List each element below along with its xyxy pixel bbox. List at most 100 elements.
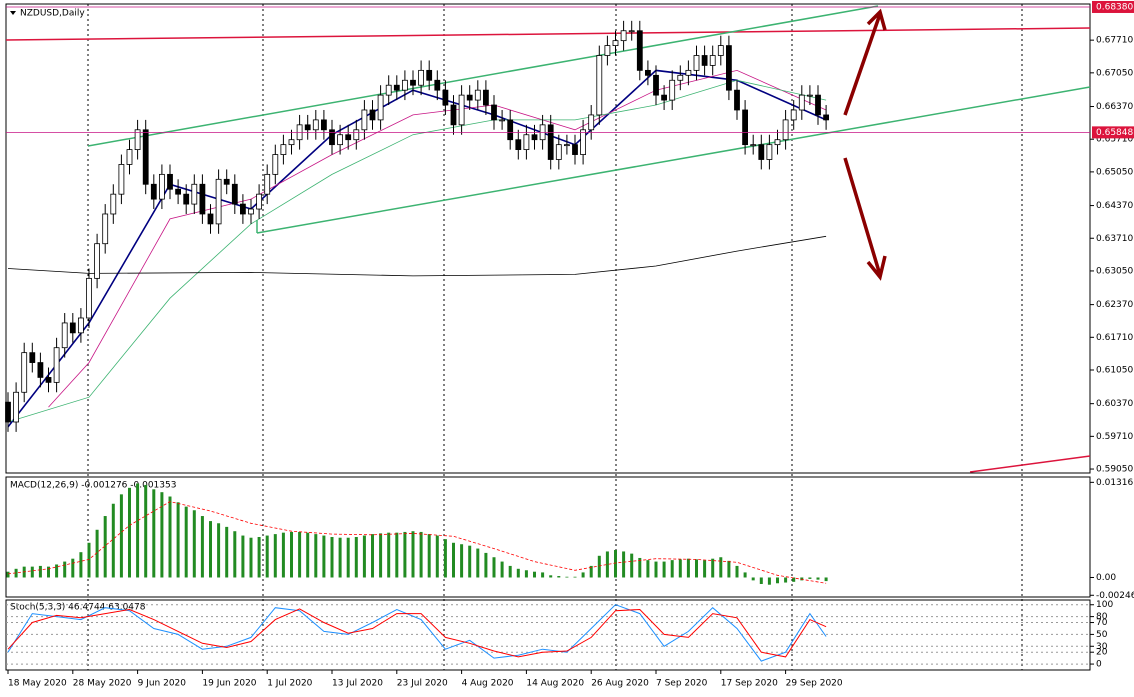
y-tick-label: 0.64370	[1096, 201, 1133, 211]
candle-body	[434, 79, 441, 91]
candle-body	[807, 94, 813, 97]
macd-bar	[460, 544, 464, 578]
candle-body	[110, 193, 117, 215]
candle-body	[628, 30, 635, 33]
macd-bar	[265, 535, 269, 578]
y-tick-label: 0.67710	[1096, 36, 1133, 46]
stoch-panel	[5, 599, 1091, 671]
y-tick-label: 100	[1096, 600, 1113, 610]
macd-bar	[136, 483, 140, 578]
candle-body	[823, 114, 829, 121]
candle-body	[183, 193, 190, 205]
x-tick-label: 9 Jun 2020	[138, 679, 187, 689]
y-tick-label: 50	[1096, 630, 1108, 640]
chart-title: NZDUSD,Daily	[20, 9, 85, 19]
y-tick-label: 0.67050	[1096, 68, 1133, 78]
y-tick-label: 0.63710	[1096, 234, 1133, 244]
candle-body	[45, 377, 52, 383]
macd-bar	[743, 572, 747, 578]
candle-body	[272, 154, 279, 175]
macd-bar	[281, 532, 285, 578]
candle-body	[142, 129, 149, 185]
macd-bar	[605, 551, 609, 578]
candle-body	[126, 149, 133, 165]
candle-body	[782, 119, 789, 141]
macd-bar	[784, 577, 788, 583]
candle-body	[410, 79, 416, 86]
macd-bar	[30, 566, 34, 578]
candle-body	[790, 109, 797, 121]
candle-body	[491, 104, 497, 121]
y-tick-label: 0.63050	[1096, 266, 1133, 276]
macd-bar	[614, 550, 617, 578]
macd-bar	[128, 487, 131, 578]
candle-body	[199, 183, 206, 215]
indicator-line	[7, 235, 827, 277]
indicator-line	[7, 79, 827, 423]
macd-bar	[403, 531, 407, 578]
candle-body	[709, 55, 716, 66]
candle-body	[547, 124, 554, 160]
macd-panel	[5, 476, 1091, 598]
macd-bar	[257, 537, 261, 578]
candle-body	[377, 94, 384, 121]
macd-bar	[290, 531, 293, 578]
candle-body	[167, 173, 173, 190]
macd-bar	[476, 548, 480, 578]
y-tick-label: 0.62370	[1096, 300, 1133, 310]
x-tick-label: 13 Jul 2020	[332, 679, 383, 689]
macd-bar	[338, 537, 342, 578]
candle-body	[385, 84, 392, 96]
x-tick-label: 1 Jul 2020	[267, 679, 312, 689]
y-tick-label: 0.59050	[1096, 465, 1133, 475]
candle-body	[191, 183, 198, 205]
macd-bar	[192, 510, 196, 578]
candle-body	[669, 79, 676, 101]
macd-bar	[111, 503, 115, 578]
macd-bar	[646, 560, 650, 578]
candle-body	[523, 134, 530, 151]
candle-body	[766, 144, 773, 160]
macd-bar	[119, 494, 123, 578]
indicator-line	[48, 69, 827, 408]
macd-bar	[63, 561, 67, 578]
macd-bar	[395, 532, 399, 578]
macd-bar	[95, 529, 99, 578]
y-tick-label: 0.013161	[1096, 478, 1134, 488]
candle-body	[21, 352, 28, 393]
candle-body	[482, 89, 489, 106]
candle-body	[458, 94, 465, 126]
macd-bar	[508, 565, 512, 578]
candle-body	[102, 213, 109, 245]
macd-bar	[719, 557, 723, 578]
x-tick-label: 26 Aug 2020	[591, 679, 649, 689]
macd-bar	[759, 577, 763, 584]
macd-bar	[427, 534, 431, 578]
x-tick-label: 14 Aug 2020	[526, 679, 584, 689]
macd-bar	[452, 542, 455, 578]
candle-body	[685, 69, 692, 76]
macd-bar	[711, 558, 715, 578]
menu-triangle[interactable]	[10, 11, 16, 15]
candle-body	[61, 322, 68, 349]
candle-body	[239, 203, 246, 215]
candle-body	[580, 129, 586, 155]
candle-body	[175, 188, 182, 195]
candle-body	[742, 109, 748, 146]
macd-bar	[362, 535, 366, 578]
macd-bar	[670, 560, 674, 578]
macd-bar	[703, 560, 707, 578]
indicator-line	[7, 501, 827, 584]
candle-body	[693, 55, 700, 71]
y-tick-label: 0.65050	[1096, 167, 1133, 177]
macd-bar	[524, 570, 528, 578]
candle-body	[369, 109, 376, 121]
candle-body	[337, 134, 344, 146]
candle-body	[158, 173, 165, 200]
macd-bar	[565, 576, 569, 578]
candle-body	[596, 55, 603, 116]
price-marker-box	[1092, 0, 1134, 13]
candle-body	[118, 164, 125, 195]
macd-bar	[468, 545, 472, 578]
